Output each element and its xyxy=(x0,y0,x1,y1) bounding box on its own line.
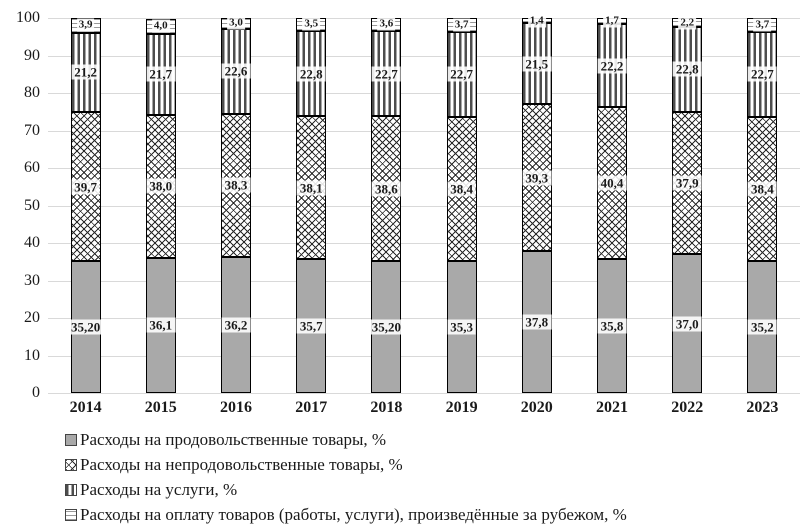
y-tick-label: 90 xyxy=(24,46,40,64)
value-label: 37,8 xyxy=(522,314,552,330)
value-label: 38,4 xyxy=(447,181,476,197)
value-label: 3,6 xyxy=(377,17,396,31)
x-tick-label: 2014 xyxy=(69,399,102,416)
gridline xyxy=(48,318,800,319)
value-label: 40,4 xyxy=(597,175,627,191)
y-tick-label: 0 xyxy=(32,384,40,401)
y-tick-label: 30 xyxy=(24,271,40,289)
value-label: 22,7 xyxy=(447,66,476,82)
legend-item-abroad: Расходы на оплату товаров (работы, услуг… xyxy=(65,502,805,527)
y-tick-label: 20 xyxy=(24,309,40,326)
x-tick-label: 2020 xyxy=(520,399,553,416)
x-tick-label: 2018 xyxy=(370,399,403,416)
value-label: 1,7 xyxy=(603,14,621,28)
value-label: 1,4 xyxy=(527,14,546,28)
y-tick-label: 100 xyxy=(16,9,40,26)
legend-marker-nonfood-icon xyxy=(65,458,77,471)
gridline xyxy=(48,280,800,282)
value-label: 4,0 xyxy=(151,19,170,33)
gridline xyxy=(48,355,800,357)
x-tick-label: 2022 xyxy=(671,399,704,416)
x-tick-label: 2021 xyxy=(596,399,628,416)
value-label: 21,2 xyxy=(71,64,100,80)
y-tick-label: 60 xyxy=(24,159,40,176)
gridline xyxy=(48,393,800,394)
value-label: 37,9 xyxy=(672,175,702,191)
gridline xyxy=(48,130,800,132)
value-label: 3,7 xyxy=(753,18,772,32)
y-tick-label: 80 xyxy=(24,84,40,101)
y-tick-label: 70 xyxy=(24,121,40,139)
legend-item-services: Расходы на услуги, % xyxy=(65,477,805,502)
x-axis: 2014 2015 2016 2017 2018 2019 2020 2021 2022 2023 xyxy=(48,399,800,421)
value-label: 39,3 xyxy=(522,170,552,186)
x-tick-label: 2016 xyxy=(220,399,252,416)
legend: Расходы на продовольственные товары, % Р… xyxy=(65,427,805,527)
value-label: 38,3 xyxy=(221,177,251,193)
x-tick-label: 2023 xyxy=(746,399,779,416)
value-label: 22,6 xyxy=(221,63,251,79)
gridline xyxy=(48,243,800,244)
value-label: 36,1 xyxy=(146,317,176,333)
value-label: 35,20 xyxy=(67,319,104,335)
gridline xyxy=(48,168,800,169)
gridline xyxy=(48,18,800,19)
value-label: 38,6 xyxy=(372,181,401,197)
plot-area: 35,20 39,7 21,2 3,9 36,1 38,0 21,7 4,0 36,2 38,3 2… xyxy=(48,14,800,394)
value-label: 21,7 xyxy=(146,66,176,82)
legend-marker-services-icon xyxy=(65,483,77,496)
y-tick-label: 10 xyxy=(24,346,40,364)
value-label: 22,7 xyxy=(748,66,777,82)
value-label: 35,20 xyxy=(368,319,405,335)
value-label: 35,2 xyxy=(748,319,777,335)
legend-item-nonfood: Расходы на непродовольственные товары, % xyxy=(65,452,805,477)
value-label: 38,0 xyxy=(146,178,176,194)
value-label: 22,7 xyxy=(372,66,401,82)
legend-label-services: Расходы на услуги, % xyxy=(80,479,238,499)
value-label: 3,7 xyxy=(452,18,471,32)
gridline xyxy=(48,205,800,207)
legend-item-food: Расходы на продовольственные товары, % xyxy=(65,427,805,452)
value-label: 38,1 xyxy=(296,180,326,196)
value-label: 35,7 xyxy=(296,318,326,334)
value-label: 38,4 xyxy=(748,181,777,197)
value-label: 36,2 xyxy=(221,317,251,333)
legend-label-abroad: Расходы на оплату товаров (работы, услуг… xyxy=(80,504,627,524)
value-label: 2,2 xyxy=(678,16,697,29)
value-label: 3,9 xyxy=(76,18,95,32)
x-tick-label: 2017 xyxy=(295,399,328,416)
x-tick-label: 2019 xyxy=(445,399,478,416)
gridline xyxy=(48,93,800,94)
value-label: 39,7 xyxy=(71,179,100,195)
value-label: 3,5 xyxy=(302,17,321,31)
value-label: 37,0 xyxy=(672,316,702,332)
x-tick-label: 2015 xyxy=(144,399,177,416)
value-label: 35,8 xyxy=(597,318,627,334)
value-label: 22,2 xyxy=(597,58,627,74)
value-label: 3,0 xyxy=(227,16,245,30)
legend-label-food: Расходы на продовольственные товары, % xyxy=(80,429,387,449)
value-label: 22,8 xyxy=(672,61,702,77)
y-tick-label: 50 xyxy=(24,196,40,214)
legend-label-nonfood: Расходы на непродовольственные товары, % xyxy=(80,454,403,474)
y-tick-label: 40 xyxy=(24,234,40,251)
gridline xyxy=(48,55,800,57)
value-label: 21,5 xyxy=(522,56,552,72)
legend-marker-abroad-icon xyxy=(65,508,77,521)
value-label: 35,3 xyxy=(447,319,476,335)
legend-marker-food-icon xyxy=(65,433,77,446)
value-label: 22,8 xyxy=(296,66,326,81)
